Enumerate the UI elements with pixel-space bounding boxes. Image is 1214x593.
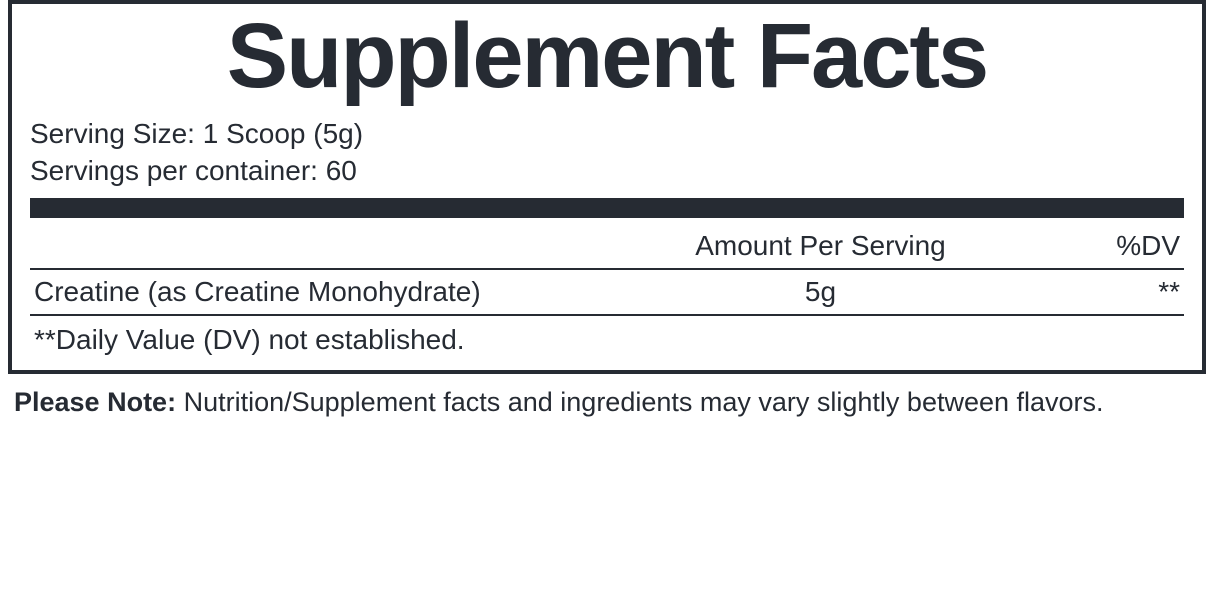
facts-table: Amount Per Serving %DV Creatine (as Crea…: [30, 224, 1184, 316]
ingredient-dv: **: [1011, 269, 1184, 315]
panel-title: Supplement Facts: [30, 8, 1184, 105]
dv-footnote: **Daily Value (DV) not established.: [30, 316, 1184, 358]
serving-info: Serving Size: 1 Scoop (5g) Servings per …: [30, 115, 1184, 191]
servings-per-container-label: Servings per container:: [30, 155, 318, 186]
serving-size-value: 1 Scoop (5g): [203, 118, 363, 149]
serving-size-label: Serving Size:: [30, 118, 195, 149]
thick-divider: [30, 198, 1184, 218]
serving-size-line: Serving Size: 1 Scoop (5g): [30, 115, 1184, 153]
servings-per-container-line: Servings per container: 60: [30, 152, 1184, 190]
table-header-row: Amount Per Serving %DV: [30, 224, 1184, 269]
supplement-facts-panel: Supplement Facts Serving Size: 1 Scoop (…: [8, 0, 1206, 374]
ingredient-amount: 5g: [630, 269, 1011, 315]
col-header-dv: %DV: [1011, 224, 1184, 269]
col-header-amount: Amount Per Serving: [630, 224, 1011, 269]
servings-per-container-value: 60: [326, 155, 357, 186]
ingredient-name: Creatine (as Creatine Monohydrate): [30, 269, 630, 315]
note-bold: Please Note:: [14, 387, 176, 417]
col-header-name: [30, 224, 630, 269]
table-row: Creatine (as Creatine Monohydrate) 5g **: [30, 269, 1184, 315]
note-text: Nutrition/Supplement facts and ingredien…: [176, 387, 1103, 417]
please-note: Please Note: Nutrition/Supplement facts …: [8, 374, 1206, 422]
